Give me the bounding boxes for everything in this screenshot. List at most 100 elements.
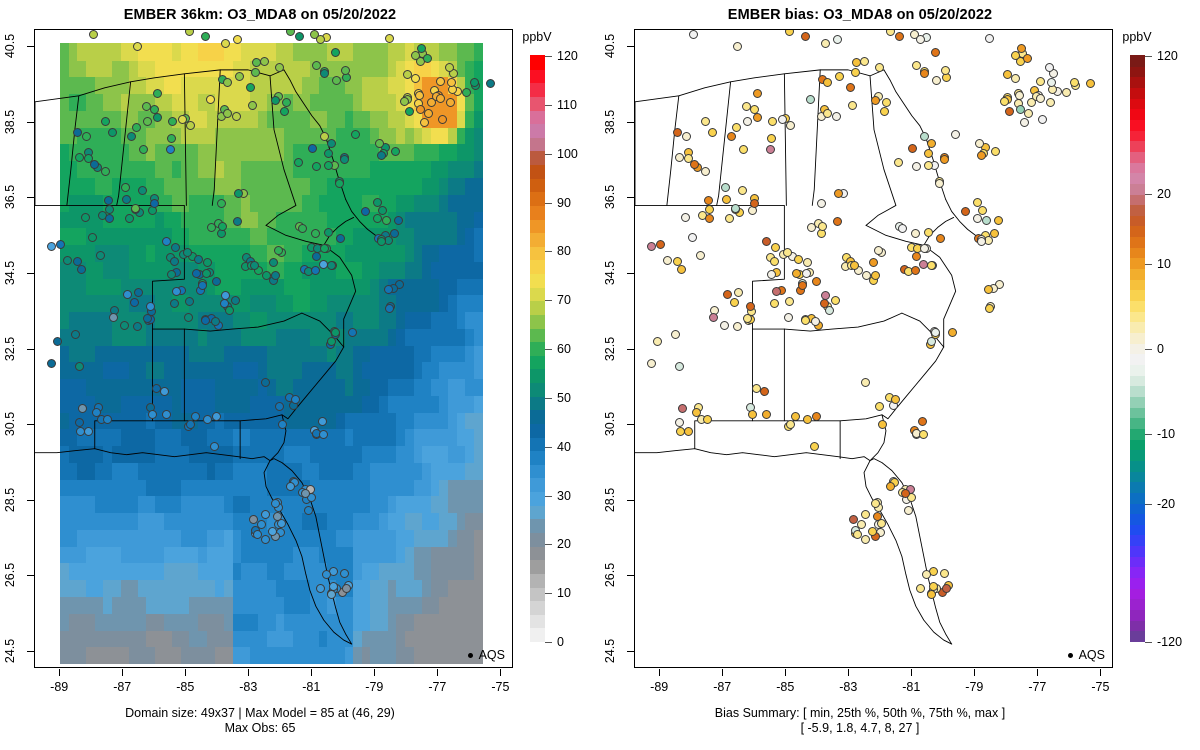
aqs-station-marker[interactable] xyxy=(262,271,272,281)
aqs-station-marker[interactable] xyxy=(752,112,762,122)
aqs-station-marker[interactable] xyxy=(856,520,866,530)
aqs-station-marker[interactable] xyxy=(688,30,698,40)
aqs-station-marker[interactable] xyxy=(875,402,885,412)
aqs-station-marker[interactable] xyxy=(961,207,971,217)
aqs-station-marker[interactable] xyxy=(327,590,337,600)
aqs-station-marker[interactable] xyxy=(198,281,208,291)
aqs-station-marker[interactable] xyxy=(436,76,446,86)
aqs-station-marker[interactable] xyxy=(131,204,141,214)
aqs-station-marker[interactable] xyxy=(985,303,995,313)
aqs-station-marker[interactable] xyxy=(885,482,895,492)
aqs-station-marker[interactable] xyxy=(912,161,922,171)
aqs-station-marker[interactable] xyxy=(923,227,933,237)
aqs-station-marker[interactable] xyxy=(323,227,333,237)
aqs-station-marker[interactable] xyxy=(165,144,175,154)
aqs-station-marker[interactable] xyxy=(870,499,880,509)
aqs-station-marker[interactable] xyxy=(275,402,285,412)
aqs-station-marker[interactable] xyxy=(320,131,330,141)
aqs-station-marker[interactable] xyxy=(326,337,336,347)
aqs-station-marker[interactable] xyxy=(862,271,872,281)
aqs-station-marker[interactable] xyxy=(677,265,687,275)
aqs-station-marker[interactable] xyxy=(872,511,882,521)
aqs-station-marker[interactable] xyxy=(935,179,945,189)
aqs-station-marker[interactable] xyxy=(935,234,945,244)
aqs-station-marker[interactable] xyxy=(105,205,115,215)
aqs-station-marker[interactable] xyxy=(1062,87,1072,97)
aqs-station-marker[interactable] xyxy=(684,153,694,163)
aqs-station-marker[interactable] xyxy=(731,204,741,214)
aqs-station-marker[interactable] xyxy=(374,138,384,148)
aqs-station-marker[interactable] xyxy=(221,38,231,48)
aqs-station-marker[interactable] xyxy=(898,224,908,234)
aqs-station-marker[interactable] xyxy=(927,590,937,600)
aqs-station-marker[interactable] xyxy=(720,320,730,330)
aqs-station-marker[interactable] xyxy=(324,161,334,171)
aqs-station-marker[interactable] xyxy=(96,251,106,261)
aqs-station-marker[interactable] xyxy=(253,529,263,539)
aqs-station-marker[interactable] xyxy=(912,61,922,71)
aqs-station-marker[interactable] xyxy=(895,32,905,42)
aqs-station-marker[interactable] xyxy=(874,246,884,256)
aqs-station-marker[interactable] xyxy=(939,568,949,578)
aqs-station-marker[interactable] xyxy=(832,35,842,45)
aqs-station-marker[interactable] xyxy=(951,129,961,139)
aqs-station-marker[interactable] xyxy=(671,330,681,340)
aqs-station-marker[interactable] xyxy=(822,78,832,88)
aqs-station-marker[interactable] xyxy=(850,260,860,270)
aqs-station-marker[interactable] xyxy=(132,322,142,332)
aqs-station-marker[interactable] xyxy=(972,214,982,224)
aqs-station-marker[interactable] xyxy=(307,144,317,154)
aqs-station-marker[interactable] xyxy=(271,271,281,281)
aqs-station-marker[interactable] xyxy=(924,161,934,171)
aqs-station-marker[interactable] xyxy=(894,157,904,167)
aqs-station-marker[interactable] xyxy=(261,509,271,519)
aqs-station-marker[interactable] xyxy=(732,322,742,332)
aqs-station-marker[interactable] xyxy=(772,286,782,296)
aqs-station-marker[interactable] xyxy=(834,71,844,81)
aqs-station-marker[interactable] xyxy=(990,228,1000,238)
aqs-station-marker[interactable] xyxy=(742,116,752,126)
aqs-station-marker[interactable] xyxy=(171,242,181,252)
aqs-station-marker[interactable] xyxy=(435,93,445,103)
aqs-station-marker[interactable] xyxy=(326,138,336,148)
aqs-station-marker[interactable] xyxy=(378,206,388,216)
aqs-station-marker[interactable] xyxy=(911,252,921,262)
aqs-station-marker[interactable] xyxy=(390,147,400,157)
aqs-station-marker[interactable] xyxy=(217,198,227,208)
aqs-station-marker[interactable] xyxy=(817,198,827,208)
aqs-station-marker[interactable] xyxy=(924,149,934,159)
aqs-station-marker[interactable] xyxy=(470,77,480,87)
aqs-station-marker[interactable] xyxy=(911,229,921,239)
aqs-station-marker[interactable] xyxy=(700,116,710,126)
aqs-station-marker[interactable] xyxy=(656,239,666,249)
aqs-station-marker[interactable] xyxy=(335,179,345,189)
aqs-station-marker[interactable] xyxy=(800,315,810,325)
aqs-station-marker[interactable] xyxy=(707,128,717,138)
aqs-station-marker[interactable] xyxy=(183,248,193,258)
aqs-station-marker[interactable] xyxy=(1011,73,1021,83)
aqs-station-marker[interactable] xyxy=(1004,107,1014,117)
aqs-station-marker[interactable] xyxy=(423,109,433,119)
aqs-station-marker[interactable] xyxy=(394,216,404,226)
aqs-station-marker[interactable] xyxy=(103,414,113,424)
aqs-station-marker[interactable] xyxy=(351,129,361,139)
aqs-station-marker[interactable] xyxy=(372,198,382,208)
aqs-station-marker[interactable] xyxy=(201,31,211,41)
aqs-station-marker[interactable] xyxy=(138,144,148,154)
aqs-station-marker[interactable] xyxy=(419,117,429,127)
aqs-station-marker[interactable] xyxy=(1023,109,1033,119)
aqs-station-marker[interactable] xyxy=(766,133,776,143)
aqs-station-marker[interactable] xyxy=(771,242,781,252)
aqs-station-marker[interactable] xyxy=(426,98,436,108)
aqs-station-marker[interactable] xyxy=(646,358,656,368)
aqs-station-marker[interactable] xyxy=(741,101,751,111)
aqs-station-marker[interactable] xyxy=(853,529,863,539)
aqs-station-marker[interactable] xyxy=(339,568,349,578)
aqs-station-marker[interactable] xyxy=(168,116,178,126)
aqs-station-marker[interactable] xyxy=(361,207,371,217)
aqs-station-marker[interactable] xyxy=(202,257,212,267)
aqs-station-marker[interactable] xyxy=(930,328,940,338)
aqs-station-marker[interactable] xyxy=(194,255,204,265)
aqs-station-marker[interactable] xyxy=(206,95,216,105)
aqs-station-marker[interactable] xyxy=(100,167,110,177)
